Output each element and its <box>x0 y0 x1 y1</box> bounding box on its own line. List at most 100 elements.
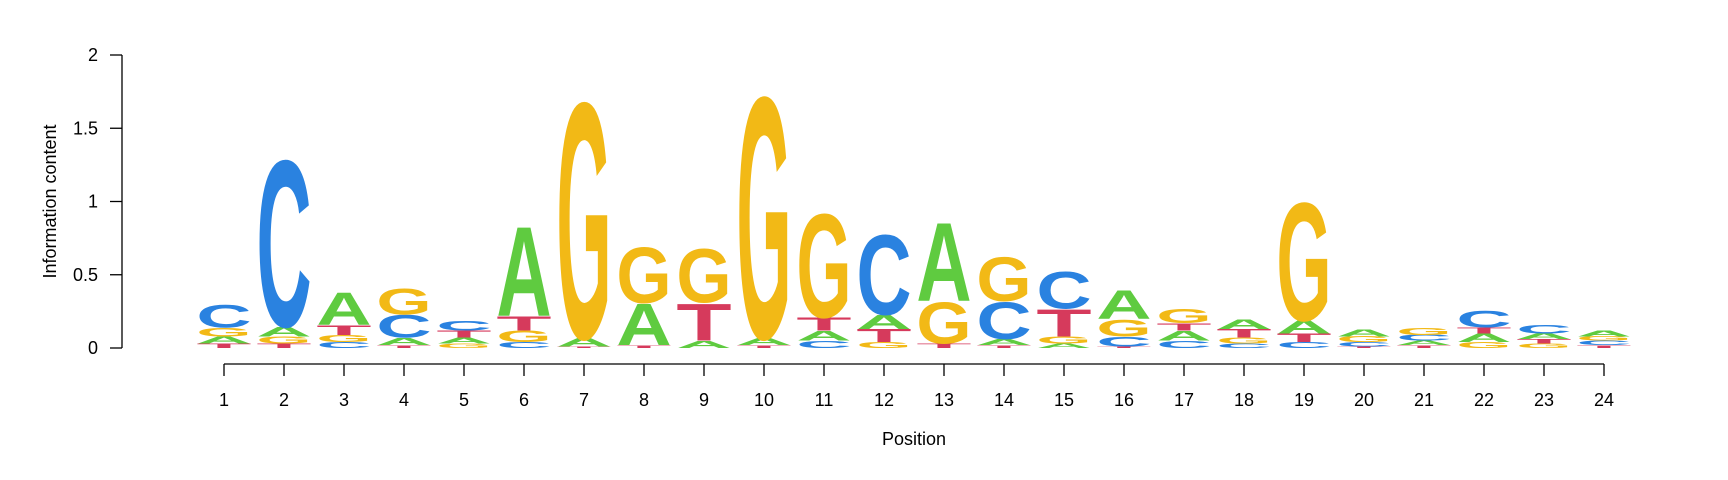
letter-A: A <box>1456 331 1511 345</box>
letter-C: C <box>1396 333 1451 342</box>
letter-G: G <box>496 327 551 345</box>
letter-T: T <box>256 342 311 349</box>
stack-position-13: TGA <box>916 201 971 357</box>
x-tick-label: 18 <box>1234 390 1254 410</box>
letter-G: G <box>556 32 611 410</box>
letter-T: T <box>1516 338 1571 345</box>
letter-A: A <box>796 328 851 344</box>
letter-C: C <box>376 309 431 345</box>
x-tick-label: 20 <box>1354 390 1374 410</box>
letter-A: A <box>376 336 431 347</box>
x-tick-label: 21 <box>1414 390 1434 410</box>
letter-C: C <box>436 317 491 333</box>
x-tick-label: 12 <box>874 390 894 410</box>
letter-G: G <box>196 325 251 339</box>
letter-C: C <box>1516 322 1571 336</box>
y-tick-label: 1 <box>88 192 98 212</box>
y-tick-label: 0.5 <box>73 265 98 285</box>
letter-A: A <box>1036 343 1091 350</box>
letter-T: T <box>196 342 251 349</box>
x-axis-title: Position <box>882 429 946 449</box>
letter-T: T <box>316 322 371 338</box>
letter-A: A <box>676 339 731 350</box>
letter-G: G <box>736 25 791 412</box>
letter-T: T <box>1216 327 1271 341</box>
letter-A: A <box>1576 329 1631 338</box>
letter-T: T <box>976 344 1031 349</box>
letter-A: A <box>1276 317 1331 337</box>
x-tick-label: 1 <box>219 390 229 410</box>
letter-A: A <box>616 292 671 358</box>
letter-A: A <box>496 200 551 343</box>
letter-A: A <box>1516 332 1571 341</box>
letter-T: T <box>736 344 791 349</box>
stack-position-7: TAG <box>556 32 611 410</box>
x-axis: 1 2 3 4 5 6 7 8 9 10 11 12 13 14 15 16 17 18 19 20 21 22 23 24 <box>219 363 1614 410</box>
letter-T: T <box>376 344 431 349</box>
x-tick-label: 10 <box>754 390 774 410</box>
letter-T: T <box>616 344 671 349</box>
letter-C: C <box>1456 306 1511 333</box>
letter-A: A <box>196 334 251 345</box>
letter-G: G <box>376 281 431 322</box>
y-axis-title: Information content <box>40 124 60 278</box>
letter-A: A <box>1096 282 1151 327</box>
letter-G: G <box>1456 341 1511 350</box>
letter-T: T <box>1396 344 1451 349</box>
letter-A: A <box>976 338 1031 347</box>
letter-G: G <box>1396 326 1451 337</box>
letter-A: A <box>1216 316 1271 332</box>
x-tick-label: 17 <box>1174 390 1194 410</box>
letter-C: C <box>496 341 551 350</box>
letter-G: G <box>1216 336 1271 345</box>
y-tick-label: 0 <box>88 338 98 358</box>
letter-C: C <box>316 341 371 350</box>
letter-A: A <box>736 336 791 347</box>
letter-C: C <box>256 112 311 377</box>
y-tick-label: 2 <box>88 45 98 65</box>
letter-A: A <box>556 335 611 349</box>
x-tick-label: 2 <box>279 390 289 410</box>
letter-G: G <box>1336 335 1391 344</box>
letter-T: T <box>856 326 911 347</box>
letter-G: G <box>916 290 971 356</box>
letter-A: A <box>436 336 491 345</box>
letter-G: G <box>1096 315 1151 342</box>
letter-T: T <box>1276 331 1331 345</box>
letter-G: G <box>1156 305 1211 328</box>
x-tick-label: 15 <box>1054 390 1074 410</box>
letter-C: C <box>796 339 851 350</box>
letter-C: C <box>1096 334 1151 350</box>
letter-C: C <box>1216 343 1271 350</box>
letter-T: T <box>1156 321 1211 332</box>
letter-A: A <box>916 201 971 326</box>
letter-T: T <box>1336 346 1391 348</box>
x-tick-label: 24 <box>1594 390 1614 410</box>
letter-T: T <box>916 342 971 349</box>
x-tick-label: 14 <box>994 390 1014 410</box>
letter-G: G <box>796 183 851 349</box>
letter-C: C <box>1036 260 1091 320</box>
letter-G: G <box>1036 334 1091 345</box>
letter-T: T <box>556 346 611 348</box>
letter-T: T <box>676 293 731 352</box>
letter-A: A <box>1156 328 1211 344</box>
letter-A: A <box>1336 327 1391 338</box>
letter-A: A <box>256 323 311 339</box>
